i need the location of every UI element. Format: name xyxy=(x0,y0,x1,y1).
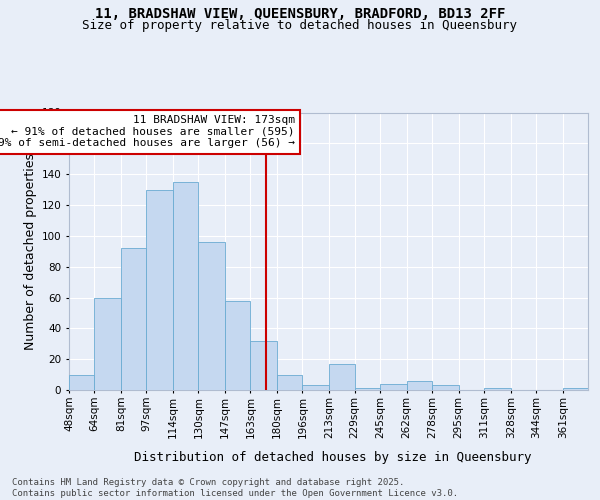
Text: Distribution of detached houses by size in Queensbury: Distribution of detached houses by size … xyxy=(134,451,532,464)
Bar xyxy=(380,384,407,390)
Bar xyxy=(484,388,511,390)
Bar xyxy=(407,381,432,390)
Bar xyxy=(121,248,146,390)
Text: 11 BRADSHAW VIEW: 173sqm
← 91% of detached houses are smaller (595)
9% of semi-d: 11 BRADSHAW VIEW: 173sqm ← 91% of detach… xyxy=(0,116,295,148)
Text: 11, BRADSHAW VIEW, QUEENSBURY, BRADFORD, BD13 2FF: 11, BRADSHAW VIEW, QUEENSBURY, BRADFORD,… xyxy=(95,8,505,22)
Bar xyxy=(94,298,121,390)
Bar xyxy=(69,374,94,390)
Text: Size of property relative to detached houses in Queensbury: Size of property relative to detached ho… xyxy=(83,18,517,32)
Bar xyxy=(146,190,173,390)
Y-axis label: Number of detached properties: Number of detached properties xyxy=(25,153,37,350)
Bar xyxy=(250,340,277,390)
Bar xyxy=(173,182,199,390)
Text: Contains HM Land Registry data © Crown copyright and database right 2025.
Contai: Contains HM Land Registry data © Crown c… xyxy=(12,478,458,498)
Bar xyxy=(563,388,588,390)
Bar xyxy=(355,388,380,390)
Bar xyxy=(199,242,225,390)
Bar xyxy=(277,374,302,390)
Bar xyxy=(329,364,355,390)
Bar xyxy=(432,386,458,390)
Bar xyxy=(225,300,250,390)
Bar xyxy=(302,386,329,390)
